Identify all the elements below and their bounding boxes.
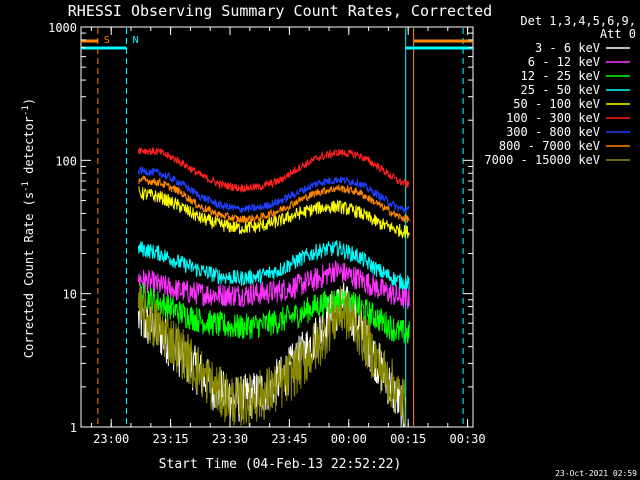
series-line	[137, 240, 410, 292]
legend-label: 12 - 25 keV	[521, 69, 600, 83]
y-axis-label: Corrected Count Rate (s-1 detector-1)	[21, 98, 36, 358]
series-line	[137, 166, 410, 215]
legend-label: 7000 - 15000 keV	[484, 153, 600, 167]
x-tick-label: 23:30	[212, 432, 248, 446]
legend-label: 6 - 12 keV	[528, 55, 600, 69]
timestamp: 23-Oct-2021 02:59	[555, 469, 637, 478]
legend-label: 800 - 7000 keV	[499, 139, 600, 153]
y-tick-label: 100	[55, 154, 77, 168]
state-marker-label: S	[104, 35, 110, 46]
y-tick-label: 1000	[48, 21, 77, 35]
y-axis-label-sup2: -1	[21, 105, 31, 116]
y-tick-label: 10	[63, 288, 77, 302]
legend-label: 300 - 800 keV	[506, 125, 600, 139]
legend-label: 50 - 100 keV	[513, 97, 600, 111]
chart-title: RHESSI Observing Summary Count Rates, Co…	[68, 2, 492, 20]
legend-header-2: Att 0	[600, 27, 636, 41]
x-tick-label: 00:15	[390, 432, 426, 446]
y-axis-label-sup1: -1	[21, 181, 31, 192]
y-axis-label-mid: detector	[22, 116, 36, 181]
x-axis-label: Start Time (04-Feb-13 22:52:22)	[159, 457, 402, 472]
y-tick-label: 1	[70, 421, 77, 435]
legend-header-1: Det 1,3,4,5,6,9,	[520, 14, 636, 28]
legend-label: 100 - 300 keV	[506, 111, 600, 125]
state-marker-label: N	[133, 35, 139, 46]
x-tick-label: 23:15	[153, 432, 189, 446]
series-line	[137, 147, 410, 194]
series-line	[138, 174, 410, 224]
plot-frame	[80, 26, 474, 428]
x-tick-label: 00:30	[450, 432, 486, 446]
series-line	[138, 186, 410, 239]
x-tick-label: 00:00	[331, 432, 367, 446]
x-tick-label: 23:00	[93, 432, 129, 446]
y-axis: 1 10 100 1000	[48, 21, 473, 435]
legend-label: 3 - 6 keV	[535, 41, 600, 55]
x-tick-label: 23:45	[271, 432, 307, 446]
series-line	[137, 260, 410, 309]
series-line	[137, 285, 406, 428]
y-axis-label-suffix: )	[22, 98, 36, 105]
legend-label: 25 - 50 keV	[521, 83, 600, 97]
y-axis-label-prefix: Corrected Count Rate (s	[22, 192, 36, 358]
x-axis: 23:00 23:15 23:30 23:45 00:00 00:15 00:30	[90, 27, 486, 446]
